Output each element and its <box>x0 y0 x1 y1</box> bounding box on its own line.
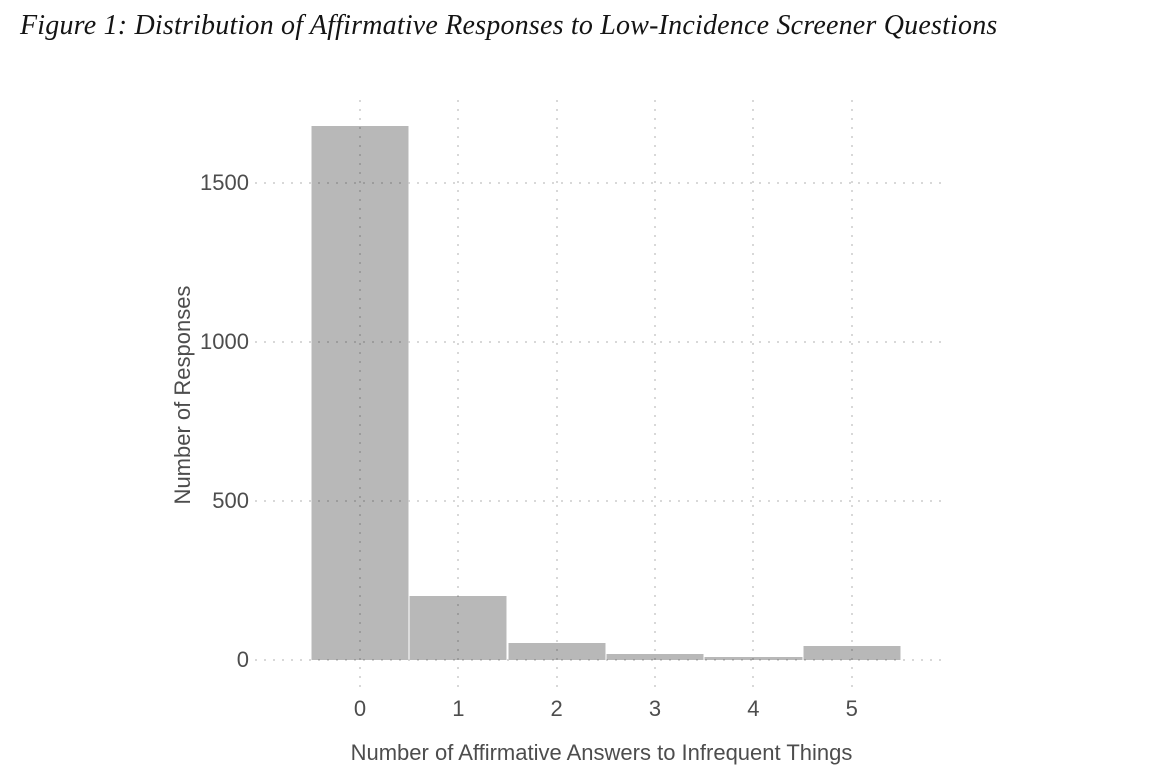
x-tick-label-1: 1 <box>452 696 465 721</box>
y-tick-label-1500: 1500 <box>200 170 249 195</box>
y-axis-title: Number of Responses <box>170 285 195 505</box>
gridline-horizontal <box>255 500 948 502</box>
x-tick-label-2: 2 <box>550 696 563 721</box>
gridline-vertical <box>850 100 853 690</box>
gridline-vertical <box>359 100 361 690</box>
gridline-horizontal <box>255 659 948 661</box>
histogram-bar-4 <box>704 656 803 660</box>
x-tick-label-4: 4 <box>747 696 760 721</box>
histogram-bar-1 <box>409 596 508 660</box>
gridline-horizontal <box>255 341 948 343</box>
histogram-bar-2 <box>507 643 606 660</box>
gridline-horizontal <box>255 182 948 184</box>
x-tick-label-0: 0 <box>353 696 367 721</box>
figure-title: Figure 1: Distribution of Affirmative Re… <box>20 10 998 41</box>
histogram-bar-3 <box>605 653 705 660</box>
y-tick-label-1000: 1000 <box>200 329 249 354</box>
plot-panel <box>255 100 948 690</box>
gridline-vertical <box>752 100 755 690</box>
histogram-bar-0 <box>310 126 410 660</box>
gridline-vertical <box>654 100 657 690</box>
gridline-vertical <box>555 100 558 690</box>
x-axis-title: Number of Affirmative Answers to Infrequ… <box>350 740 853 765</box>
y-tick-label-0: 0 <box>236 647 249 672</box>
x-tick-label-5: 5 <box>845 696 858 721</box>
y-tick-label-500: 500 <box>212 488 249 513</box>
x-tick-label-3: 3 <box>648 696 662 721</box>
gridline-vertical <box>457 100 460 690</box>
histogram-bar-5 <box>802 645 901 660</box>
